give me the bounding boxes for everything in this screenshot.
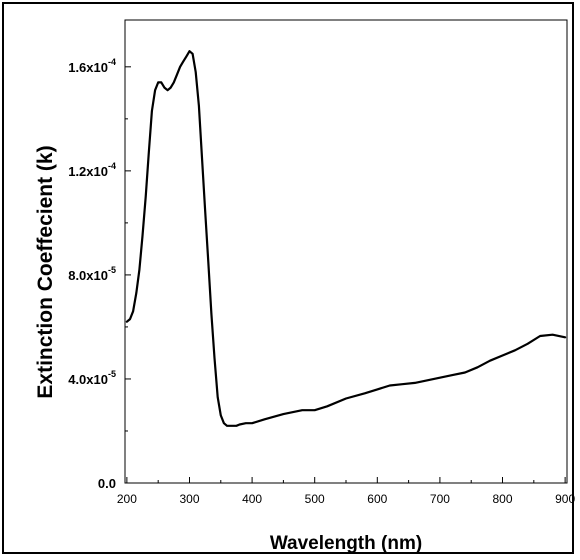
- x-tick-label: 500: [305, 492, 325, 506]
- series-line-0: [125, 50, 567, 427]
- chart-frame: [2, 2, 574, 554]
- y-tick-mantissa: 0.0: [98, 476, 116, 491]
- y-tick-mantissa: 1.2x10: [68, 164, 108, 179]
- x-tick-label: 900: [555, 492, 575, 506]
- y-tick-mantissa: 4.0x10: [68, 372, 108, 387]
- y-tick-exponent: -5: [108, 265, 116, 275]
- plot-area-border: [124, 19, 568, 484]
- y-axis-title: Extinction Coeffecient (k): [34, 145, 57, 398]
- y-tick-label: 1.6x10-4: [68, 57, 116, 75]
- x-tick-label: 400: [242, 492, 262, 506]
- y-tick-label: 4.0x10-5: [68, 369, 116, 387]
- y-tick-exponent: -4: [108, 161, 116, 171]
- x-axis-title: Wavelength (nm): [270, 533, 422, 554]
- x-tick-label: 700: [430, 492, 450, 506]
- y-tick-mantissa: 1.6x10: [68, 60, 108, 75]
- y-tick-exponent: -4: [108, 57, 116, 67]
- x-tick-label: 600: [367, 492, 387, 506]
- y-tick-mantissa: 8.0x10: [68, 268, 108, 283]
- y-tick-exponent: -5: [108, 369, 116, 379]
- y-tick-label: 1.2x10-4: [68, 161, 116, 179]
- x-tick-label: 800: [492, 492, 512, 506]
- x-tick-label: 200: [117, 492, 137, 506]
- y-tick-label: 0.0: [98, 476, 116, 491]
- x-tick-label: 300: [179, 492, 199, 506]
- y-tick-label: 8.0x10-5: [68, 265, 116, 283]
